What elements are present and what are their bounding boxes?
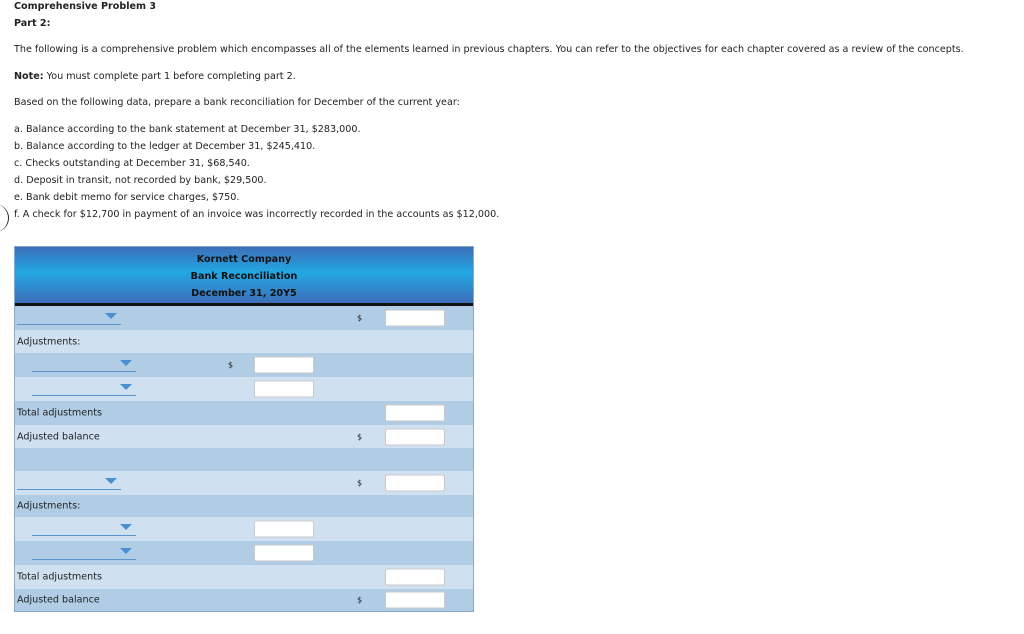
table-row [15,448,473,471]
table-row: $ [15,471,473,495]
balance-input[interactable] [385,474,445,492]
dollar-sign: $ [357,432,363,441]
dropdown-arrow-icon [120,384,132,390]
note-label: Note: [14,71,44,82]
statement-date: December 31, 20Y5 [191,288,297,299]
data-item-d: d. Deposit in transit, not recorded by b… [14,175,267,186]
bracket-mark [0,204,9,232]
dropdown-arrow-icon [120,524,132,530]
adjustments-label: Adjustments: [17,500,81,512]
part-label: Part 2: [14,18,51,29]
table-row [15,517,473,541]
adjustment-amount-input[interactable] [254,520,314,538]
table-row: Adjusted balance $ [15,589,473,611]
bank-reconciliation-table: Kornett Company Bank Reconciliation Dece… [14,246,474,612]
data-item-f: f. A check for $12,700 in payment of an … [14,209,500,220]
dollar-sign: $ [357,595,363,605]
problem-title: Comprehensive Problem 3 [14,1,157,12]
data-item-b: b. Balance according to the ledger at De… [14,141,316,152]
adjusted-balance-label: Adjusted balance [17,594,100,606]
balance-type-select[interactable] [17,475,121,490]
adjustment-select[interactable] [32,381,136,396]
table-row [15,541,473,565]
table-row: Adjusted balance $ [15,425,473,448]
statement-title: Bank Reconciliation [190,271,298,282]
company-name: Kornett Company [196,254,292,265]
dropdown-arrow-icon [105,478,117,484]
adjusted-balance-input[interactable] [385,428,445,445]
table-row: $ [15,353,473,377]
adjustment-select[interactable] [32,545,136,560]
table-row: Total adjustments [15,565,473,589]
note-text: Note: You must complete part 1 before co… [14,71,296,82]
total-adjustments-label: Total adjustments [17,407,103,419]
adjusted-balance-input[interactable] [385,591,445,609]
instruction-text: Based on the following data, prepare a b… [14,97,460,108]
adjustment-amount-input[interactable] [254,380,314,398]
table-row: $ [15,306,473,330]
dropdown-arrow-icon [120,548,132,554]
data-item-c: c. Checks outstanding at December 31, $6… [14,158,250,169]
balance-type-select[interactable] [17,310,121,325]
adjustments-label: Adjustments: [17,336,81,347]
adjustment-select[interactable] [32,357,136,372]
table-row: Adjustments: [15,330,473,353]
intro-text: The following is a comprehensive problem… [14,44,964,55]
dollar-sign: $ [357,478,363,488]
note-body: You must complete part 1 before completi… [43,71,296,82]
adjustment-amount-input[interactable] [254,356,314,374]
table-row: Total adjustments [15,401,473,425]
dollar-sign: $ [357,313,363,323]
table-row [15,377,473,401]
dropdown-arrow-icon [120,360,132,366]
total-adjustments-input[interactable] [385,404,445,422]
adjusted-balance-label: Adjusted balance [17,431,100,442]
table-header: Kornett Company Bank Reconciliation Dece… [15,247,473,306]
dropdown-arrow-icon [105,313,117,319]
total-adjustments-input[interactable] [385,568,445,586]
adjustment-select[interactable] [32,521,136,536]
table-row: Adjustments: [15,495,473,517]
adjustment-amount-input[interactable] [254,544,314,562]
data-item-e: e. Bank debit memo for service charges, … [14,192,240,203]
dollar-sign: $ [228,360,234,370]
data-item-a: a. Balance according to the bank stateme… [14,124,361,135]
balance-input[interactable] [385,309,445,327]
total-adjustments-label: Total adjustments [17,571,103,583]
